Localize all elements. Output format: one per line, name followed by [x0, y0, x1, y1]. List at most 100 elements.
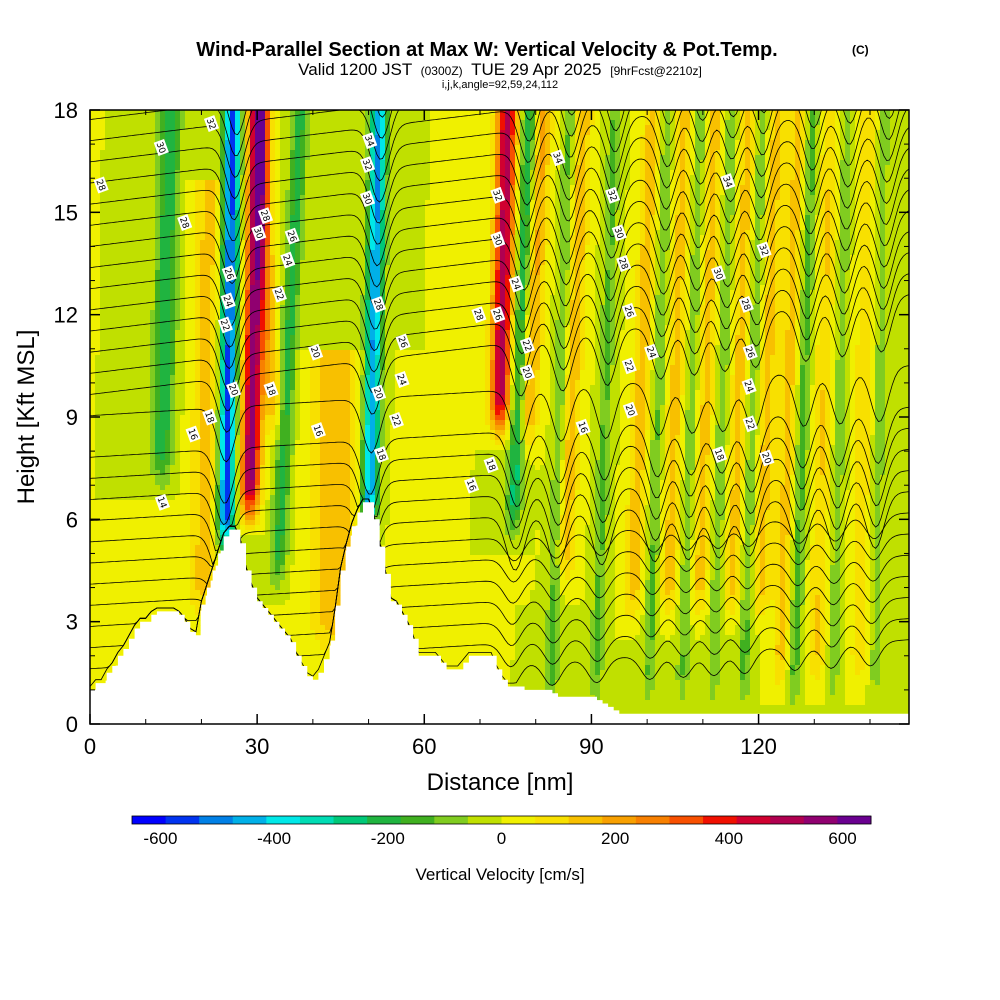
- x-tick-label: 120: [740, 734, 777, 759]
- theta-contour-label: 24: [280, 251, 296, 269]
- theta-contour-label: 16: [464, 476, 480, 494]
- theta-contour-label: 22: [622, 357, 637, 375]
- theta-contour-label: 18: [263, 381, 279, 399]
- theta-contour-label: 26: [222, 265, 237, 283]
- theta-contour-label: 30: [612, 224, 627, 242]
- y-tick-label: 0: [66, 712, 78, 737]
- valid-prefix: Valid 1200 JST: [298, 60, 412, 79]
- colorbar-swatch: [132, 816, 167, 824]
- theta-contour-label: 30: [360, 190, 376, 208]
- colorbar-label: Vertical Velocity [cm/s]: [415, 865, 584, 884]
- theta-contour-line: [90, 110, 900, 221]
- theta-contour-label: 16: [575, 418, 591, 436]
- theta-contour-label: 28: [258, 207, 274, 225]
- theta-contour-label: 20: [226, 381, 242, 399]
- theta-contour-label: 28: [616, 255, 632, 272]
- x-tick-label: 0: [84, 734, 96, 759]
- theta-contour-label: 24: [220, 292, 236, 310]
- theta-contour-label: 32: [605, 186, 621, 204]
- theta-contour-label: 24: [644, 343, 660, 361]
- x-tick-label: 90: [579, 734, 603, 759]
- terrain: [90, 502, 909, 724]
- copyright-mark: (C): [852, 43, 869, 57]
- valid-zulu: (0300Z): [421, 64, 463, 78]
- colorbar-tick-label: 200: [601, 829, 629, 848]
- colorbar-tick-label: 400: [715, 829, 743, 848]
- theta-contour-label: 30: [251, 224, 267, 242]
- x-axis-label: Distance [nm]: [427, 769, 574, 796]
- theta-contour-label: 20: [308, 343, 324, 361]
- colorbar-swatch: [803, 816, 838, 824]
- x-tick-label: 30: [245, 734, 269, 759]
- theta-contour-label: 26: [284, 227, 300, 245]
- theta-contour-label: 18: [374, 446, 389, 463]
- colorbar-swatch: [467, 816, 502, 824]
- y-axis-label: Height [Kft MSL]: [13, 330, 40, 505]
- colorbar-tick-label: 600: [828, 829, 856, 848]
- valid-time-line: Valid 1200 JST (0300Z) TUE 29 Apr 2025 […: [298, 60, 702, 79]
- colorbar-swatch: [434, 816, 469, 824]
- y-tick-label: 9: [66, 405, 78, 430]
- colorbar-swatch: [400, 816, 435, 824]
- axes: 0 30 60 90 120 0 3 6 9 12 15 18: [54, 98, 909, 759]
- theta-contour-label: 22: [742, 415, 758, 433]
- theta-contour-label: 32: [756, 241, 772, 259]
- theta-contour-label: 22: [218, 316, 233, 334]
- theta-contour-label: 24: [741, 377, 757, 395]
- contour-labels: 1416182828303220222426302826242220181634…: [93, 115, 775, 511]
- theta-contour-label: 34: [362, 132, 378, 150]
- colorbar-swatch: [165, 816, 200, 824]
- theta-contour-line: [90, 210, 909, 348]
- colorbar-tick-label: -400: [257, 829, 291, 848]
- y-tick-label: 6: [66, 507, 78, 532]
- theta-contour-label: 14: [155, 493, 170, 511]
- theta-contour-label: 26: [742, 343, 758, 361]
- theta-contour-label: 22: [520, 336, 535, 354]
- theta-contour-label: 20: [520, 364, 535, 382]
- colorbar-swatch: [266, 816, 301, 824]
- theta-contour-label: 26: [490, 306, 506, 324]
- colorbar: -600 -400 -200 0 200 400 600: [131, 815, 872, 848]
- theta-contour-label: 22: [272, 285, 287, 303]
- theta-contour-line: [90, 110, 768, 178]
- colorbar-swatch: [736, 816, 771, 824]
- theta-contour-line: [90, 406, 909, 504]
- vertical-velocity-field: [90, 110, 909, 724]
- colorbar-swatch: [568, 816, 603, 824]
- theta-contour-label: 26: [395, 333, 411, 351]
- theta-contour-label: 26: [622, 302, 637, 320]
- theta-contour-label: 20: [759, 449, 775, 467]
- theta-contour-label: 30: [490, 231, 506, 249]
- y-tick-label: 18: [54, 98, 78, 123]
- theta-contour-label: 34: [550, 149, 566, 167]
- theta-contour-label: 28: [471, 306, 487, 324]
- theta-contour-label: 16: [185, 425, 201, 443]
- theta-contour-label: 28: [739, 295, 754, 313]
- grid-indices: i,j,k,angle=92,59,24,112: [442, 79, 558, 91]
- x-tick-label: 60: [412, 734, 436, 759]
- theta-contour-label: 18: [712, 446, 728, 463]
- colorbar-swatch: [837, 816, 872, 824]
- theta-contour-label: 20: [623, 401, 638, 419]
- colorbar-tick-label: -200: [371, 829, 405, 848]
- y-tick-label: 12: [54, 303, 78, 328]
- theta-contour-label: 32: [490, 186, 506, 204]
- colorbar-swatch: [199, 816, 234, 824]
- theta-contour-line: [90, 365, 909, 463]
- theta-contour-label: 20: [371, 384, 387, 402]
- theta-contour-label: 30: [154, 139, 169, 156]
- theta-contour-label: 32: [360, 156, 376, 174]
- theta-contour-line: [90, 252, 909, 390]
- colorbar-swatch: [333, 816, 368, 824]
- colorbar-tick-label: 0: [497, 829, 506, 848]
- theta-contour-line: [90, 110, 617, 157]
- colorbar-swatch: [232, 816, 267, 824]
- y-tick-label: 15: [54, 200, 78, 225]
- colorbar-swatch: [669, 816, 704, 824]
- plot-area: 1416182828303220222426302826242220181634…: [90, 110, 909, 724]
- theta-contour-label: 32: [204, 115, 220, 133]
- colorbar-swatch: [367, 816, 402, 824]
- colorbar-frame: [131, 815, 872, 825]
- theta-contour-line: [90, 294, 909, 433]
